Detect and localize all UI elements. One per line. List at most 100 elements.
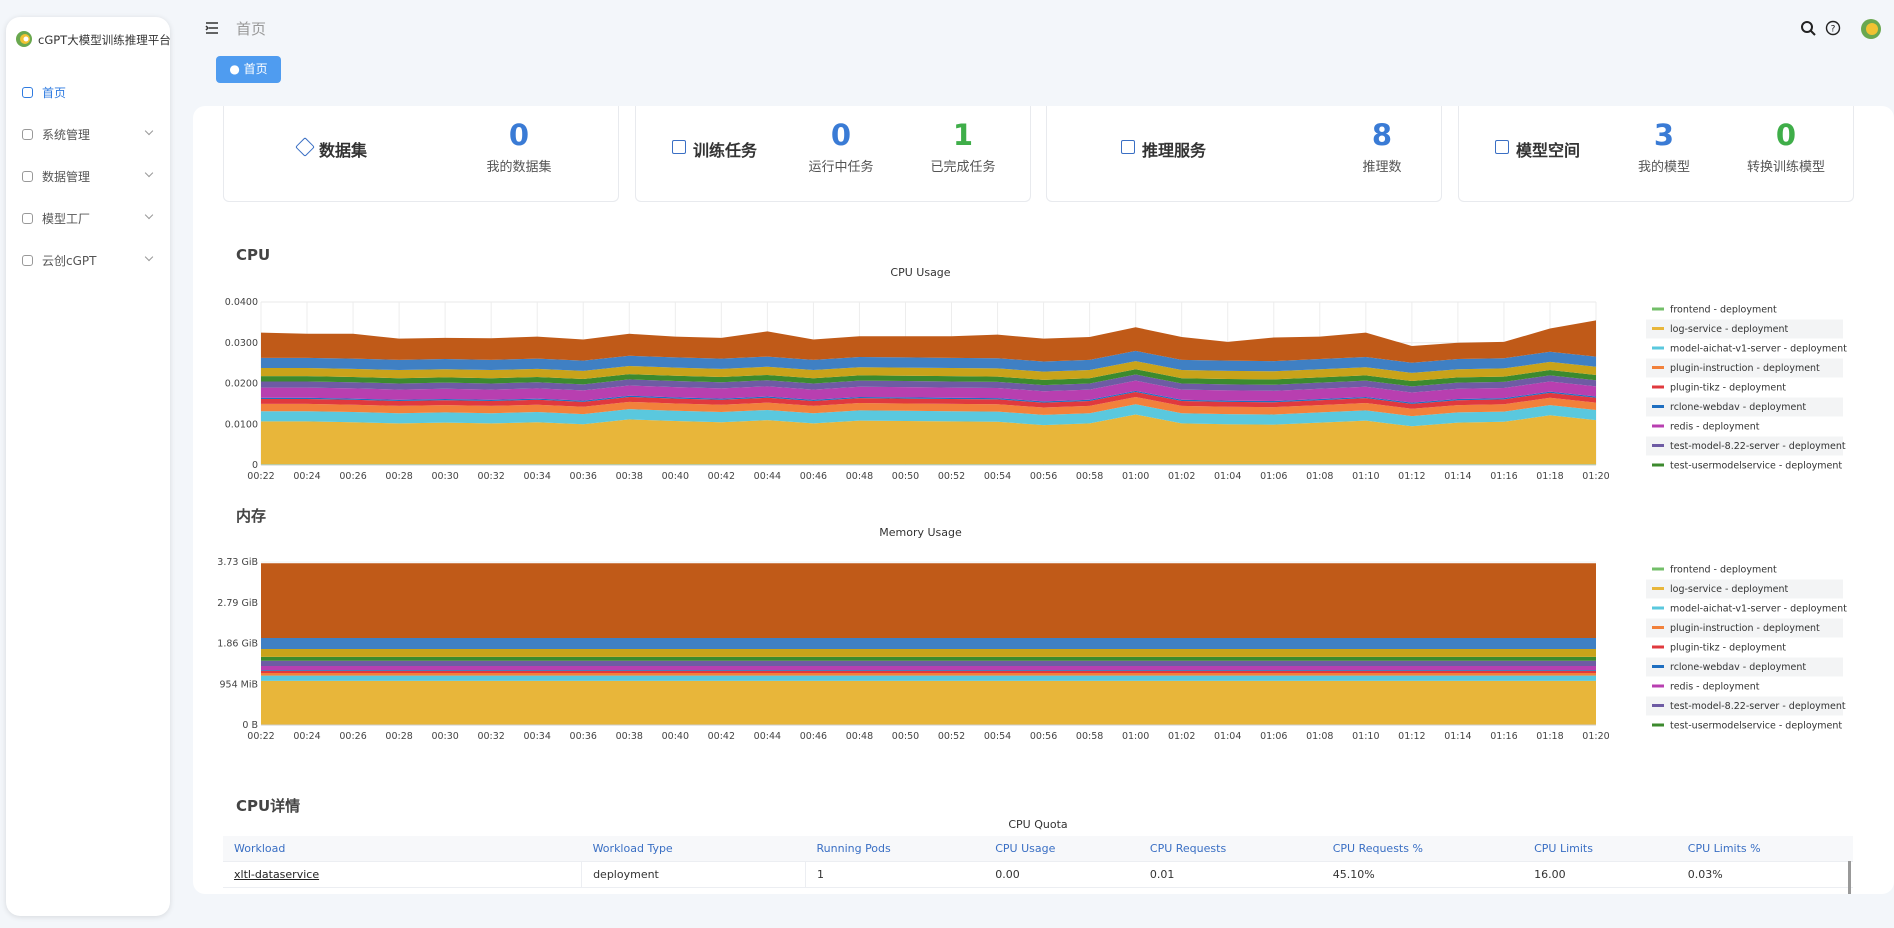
area	[261, 369, 1596, 387]
section-title: CPU详情	[236, 797, 301, 815]
area	[261, 320, 1596, 363]
stat-card: 数据集 0 我的数据集	[223, 106, 619, 202]
brand: cGPT大模型训练推理平台	[38, 33, 171, 47]
x-tick-label: 00:40	[662, 731, 689, 742]
table-cell: deployment	[581, 861, 806, 888]
stat-card: 训练任务 0 运行中任务 1 已完成任务	[635, 106, 1031, 202]
card-title: 推理服务	[1142, 141, 1207, 160]
breadcrumb[interactable]: 首页	[236, 20, 267, 38]
x-tick-label: 01:08	[1306, 471, 1333, 482]
menu-item[interactable]: 数据管理	[6, 161, 170, 191]
table-cell: 0.03%	[1676, 861, 1853, 888]
x-tick-label: 01:10	[1352, 471, 1379, 482]
avatar[interactable]	[1861, 19, 1881, 39]
table-row: xltl-dataservice deployment 1 0.00 0.01 45.10…	[223, 861, 1853, 888]
x-tick-label: 00:42	[708, 471, 735, 482]
workload-link[interactable]: xltl-dataservice	[234, 868, 320, 881]
y-tick-label: 954 MiB	[219, 679, 258, 690]
x-tick-label: 00:32	[477, 731, 504, 742]
card-title: 数据集	[319, 141, 368, 160]
legend-label: redis - deployment	[1670, 422, 1760, 433]
legend-label: model-aichat-v1-server - deployment	[1670, 604, 1847, 615]
x-tick-label: 00:46	[800, 471, 827, 482]
x-tick-label: 00:50	[892, 731, 919, 742]
menu-toggle[interactable]	[205, 20, 219, 39]
x-tick-label: 00:26	[339, 471, 366, 482]
card-title: 训练任务	[693, 141, 758, 160]
cell-text: 45.10%	[1332, 868, 1375, 881]
chart-title: Memory Usage	[879, 526, 962, 539]
stat-value: 0	[1775, 118, 1797, 152]
area	[261, 660, 1596, 667]
menu-toggle-icon	[205, 22, 218, 34]
table-wrap: Workload Workload Type Running Pods CPU Usa…	[223, 836, 1853, 894]
menu-item[interactable]: 云创cGPT	[6, 245, 170, 275]
area	[261, 638, 1596, 649]
menu-item[interactable]: 模型工厂	[6, 203, 170, 233]
x-tick-label: 01:10	[1352, 731, 1379, 742]
cell-text: deployment	[593, 868, 659, 881]
menu-label: 首页	[42, 86, 67, 100]
stat-label: 运行中任务	[808, 160, 874, 175]
toolbar: ?	[1801, 19, 1881, 39]
table-cell: 45.10%	[1321, 861, 1524, 888]
x-tick-label: 00:28	[385, 471, 412, 482]
x-tick-label: 01:02	[1168, 731, 1195, 742]
y-tick-label: 0 B	[242, 720, 258, 731]
card-title: 模型空间	[1516, 141, 1581, 160]
search-icon[interactable]	[1801, 21, 1816, 36]
x-tick-label: 00:52	[938, 471, 965, 482]
menu-label: 模型工厂	[42, 212, 91, 226]
area	[261, 648, 1596, 657]
x-tick-label: 00:48	[846, 731, 873, 742]
tab-label: 首页	[243, 62, 268, 76]
x-tick-label: 01:04	[1214, 731, 1241, 742]
legend-row-bg	[1646, 657, 1843, 677]
x-tick-label: 00:24	[293, 731, 320, 742]
legend-label: frontend - deployment	[1670, 565, 1777, 576]
x-tick-label: 00:48	[846, 471, 873, 482]
legend-row-bg	[1646, 436, 1843, 456]
card-icon	[1121, 140, 1135, 154]
x-tick-label: 00:56	[1030, 731, 1057, 742]
x-tick-label: 01:06	[1260, 731, 1287, 742]
x-tick-label: 00:46	[800, 731, 827, 742]
tab[interactable]: ● 首页	[216, 56, 281, 83]
x-tick-label: 00:30	[431, 731, 458, 742]
menu-item[interactable]: 首页	[6, 77, 170, 107]
stat-value: 0	[830, 118, 852, 152]
area	[261, 675, 1596, 681]
cell-text: 0.03%	[1687, 868, 1723, 881]
x-tick-label: 01:06	[1260, 471, 1287, 482]
column-header: Workload	[223, 836, 582, 862]
column-header: CPU Limits	[1523, 836, 1677, 862]
area	[261, 392, 1596, 409]
area	[261, 396, 1596, 417]
column-header: Workload Type	[581, 836, 806, 862]
help-icon[interactable]: ?	[1825, 20, 1841, 36]
main-panel	[193, 106, 1894, 894]
legend-label: test-model-8.22-server - deployment	[1670, 441, 1846, 452]
chart-title: CPU Usage	[890, 266, 950, 279]
y-tick-label: 0.0400	[225, 297, 258, 308]
area	[261, 672, 1596, 676]
x-tick-label: 00:36	[570, 731, 597, 742]
menu-icon	[22, 129, 33, 140]
legend-label: plugin-instruction - deployment	[1670, 623, 1820, 634]
tab-dot: ●	[229, 62, 244, 76]
legend-row-bg	[1646, 696, 1843, 716]
area	[261, 404, 1596, 427]
logo	[16, 31, 32, 47]
x-tick-label: 00:38	[616, 471, 643, 482]
menu-icon	[22, 213, 33, 224]
legend-label: plugin-instruction - deployment	[1670, 363, 1820, 374]
section-title: 内存	[236, 507, 267, 525]
column-header: CPU Requests	[1138, 836, 1322, 862]
column-header: CPU Requests %	[1321, 836, 1524, 862]
stat-label: 推理数	[1362, 160, 1402, 175]
card-icon	[1495, 140, 1509, 154]
x-tick-label: 01:18	[1536, 471, 1563, 482]
menu-item[interactable]: 系统管理	[6, 119, 170, 149]
area	[261, 669, 1596, 671]
stat-value: 1	[952, 118, 974, 152]
